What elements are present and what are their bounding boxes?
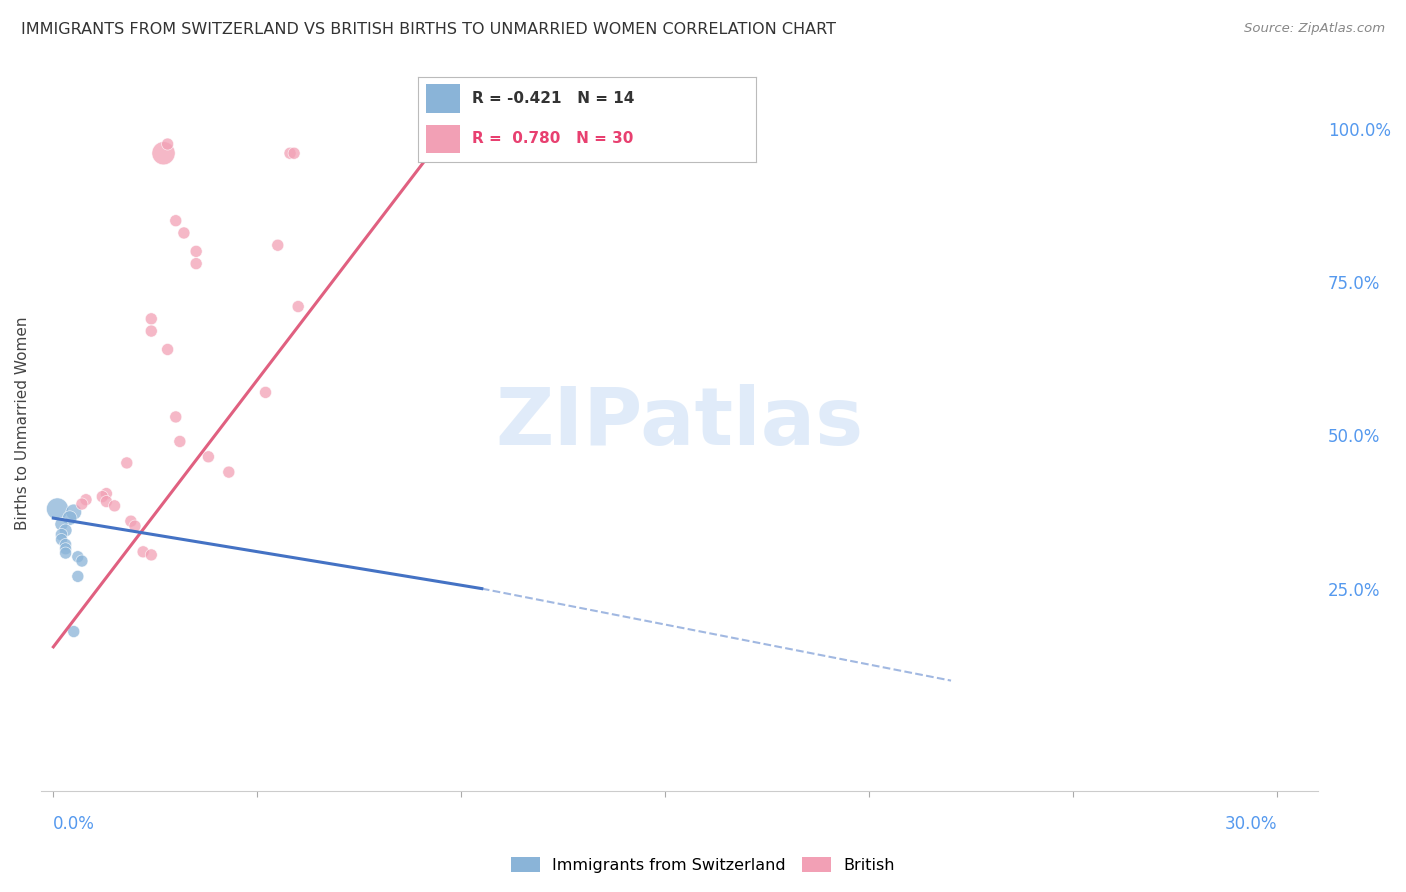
Point — [70, 554, 93, 568]
Point — [197, 450, 219, 464]
Y-axis label: Births to Unmarried Women: Births to Unmarried Women — [15, 317, 30, 530]
Point — [287, 300, 309, 314]
Point — [165, 409, 187, 424]
Point — [267, 238, 290, 252]
Point — [96, 494, 118, 508]
Point — [51, 517, 73, 532]
Point — [103, 499, 125, 513]
Point — [169, 434, 191, 449]
Point — [55, 541, 77, 556]
Text: ZIPatlas: ZIPatlas — [495, 384, 863, 462]
Point — [51, 533, 73, 547]
Point — [278, 146, 301, 161]
Point — [418, 143, 440, 157]
Point — [186, 244, 208, 259]
Point — [46, 502, 69, 516]
Point — [141, 324, 163, 338]
Point — [91, 490, 114, 504]
Text: Source: ZipAtlas.com: Source: ZipAtlas.com — [1244, 22, 1385, 36]
Point — [51, 527, 73, 541]
Point — [152, 146, 174, 161]
Point — [218, 465, 240, 479]
Point — [59, 511, 82, 525]
Point — [70, 497, 93, 511]
Point — [156, 136, 179, 151]
Point — [124, 519, 146, 533]
Point — [55, 537, 77, 551]
Point — [132, 545, 155, 559]
Point — [141, 311, 163, 326]
Text: IMMIGRANTS FROM SWITZERLAND VS BRITISH BIRTHS TO UNMARRIED WOMEN CORRELATION CHA: IMMIGRANTS FROM SWITZERLAND VS BRITISH B… — [21, 22, 837, 37]
Point — [62, 505, 84, 519]
Point — [173, 226, 195, 240]
Point — [75, 492, 97, 507]
Point — [115, 456, 138, 470]
Point — [141, 548, 163, 562]
Point — [283, 146, 305, 161]
Point — [186, 257, 208, 271]
Point — [66, 569, 89, 583]
Point — [55, 524, 77, 538]
Point — [66, 549, 89, 564]
Point — [120, 514, 142, 528]
Text: 30.0%: 30.0% — [1225, 815, 1278, 833]
Point — [254, 385, 277, 400]
Point — [156, 343, 179, 357]
Point — [62, 624, 84, 639]
Text: 0.0%: 0.0% — [53, 815, 96, 833]
Point — [165, 213, 187, 227]
Point — [96, 486, 118, 500]
Legend: Immigrants from Switzerland, British: Immigrants from Switzerland, British — [505, 851, 901, 880]
Point — [55, 546, 77, 560]
